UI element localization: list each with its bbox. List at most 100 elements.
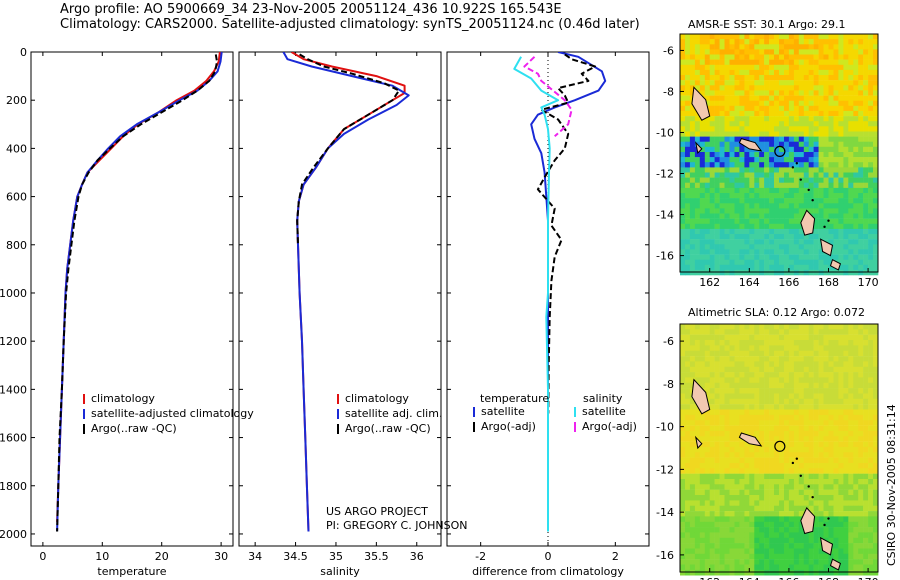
sla-ytick-label: -6 xyxy=(663,335,674,348)
figure-title-line2: Climatology: CARS2000. Satellite-adjuste… xyxy=(60,17,640,32)
sst-islet xyxy=(811,198,814,202)
sst-ytick-label: -12 xyxy=(656,168,674,181)
diff-series-magenta xyxy=(523,56,573,138)
sal-xtick-label: 34 xyxy=(248,550,262,563)
sla-islet xyxy=(827,517,830,520)
sal-legend-label: climatology xyxy=(345,392,409,405)
diff-legend-label: Argo(-adj) xyxy=(481,420,536,433)
sal-legend-label: satellite adj. clim. xyxy=(345,407,442,420)
sla-xtick-label: 162 xyxy=(699,576,720,580)
sla-island xyxy=(800,507,816,535)
sst-islet xyxy=(799,178,802,181)
figure-title-line1: Argo profile: AO 5900669_34 23-Nov-2005 … xyxy=(60,2,562,17)
sst-ytick-label: -6 xyxy=(663,44,674,57)
depth-tick-label: 200 xyxy=(6,94,27,107)
temp-xtick-label: 10 xyxy=(95,550,109,563)
credit-pi: PI: GREGORY C. JOHNSON xyxy=(326,519,468,532)
sst-xtick-label: 162 xyxy=(699,276,720,289)
diff-series-black xyxy=(536,53,597,414)
sal-axes-box xyxy=(238,51,442,547)
sst-float-marker xyxy=(774,145,786,157)
diff-legend-label: Argo(-adj) xyxy=(582,420,637,433)
sst-islet xyxy=(791,166,795,169)
depth-tick-label: 400 xyxy=(6,142,27,155)
temp-series-blue xyxy=(56,52,223,532)
diff-legend-header-temp: temperature xyxy=(480,392,549,405)
sst-map: 162 164 166 168 170 -6 -8 -10 -12 -14 -16 xyxy=(656,33,879,289)
depth-tick-label: 1400 xyxy=(0,383,27,396)
temp-series-black xyxy=(56,54,218,532)
sal-series-blue xyxy=(282,52,410,532)
sst-island xyxy=(694,141,703,155)
sla-island xyxy=(691,378,711,415)
depth-tick-label: 2000 xyxy=(0,528,27,541)
diff-xtick-label: -2 xyxy=(475,550,486,563)
sla-xtick-label: 168 xyxy=(818,576,839,580)
temp-panel: 0 10 20 30 0 200 400 600 800 1000 1200 1400 1600 1800… xyxy=(0,46,234,578)
sla-islet xyxy=(795,457,799,460)
diff-xtick-label: 0 xyxy=(545,550,552,563)
sal-xtick-label: 36 xyxy=(410,550,424,563)
sla-island xyxy=(694,435,703,450)
depth-tick-label: 800 xyxy=(6,239,27,252)
sst-ytick-label: -8 xyxy=(663,85,674,98)
sla-ytick-label: -16 xyxy=(656,549,674,562)
sla-ytick-label: -14 xyxy=(656,506,674,519)
sst-island xyxy=(738,138,763,152)
timestamp-label: CSIRO 30-Nov-2005 08:31:14 xyxy=(885,404,898,566)
sst-map-frame xyxy=(679,33,879,273)
sla-island xyxy=(829,558,841,571)
depth-tick-label: 1600 xyxy=(0,432,27,445)
depth-tick-label: 1000 xyxy=(0,287,27,300)
sla-ytick-label: -8 xyxy=(663,378,674,391)
temp-xtick-label: 30 xyxy=(214,550,228,563)
temp-axes-box xyxy=(30,51,234,547)
diff-panel: -2 0 2 difference from climatology xyxy=(446,51,650,578)
sst-map-title: AMSR-E SST: 30.1 Argo: 29.1 xyxy=(688,18,846,31)
sst-island xyxy=(691,86,711,121)
sst-map-cells xyxy=(680,34,879,276)
sla-xtick-label: 170 xyxy=(858,576,879,580)
sla-islet xyxy=(811,495,814,499)
sst-ytick-label: -14 xyxy=(656,209,674,222)
sla-map-title: Altimetric SLA: 0.12 Argo: 0.072 xyxy=(688,306,866,319)
sla-islet xyxy=(807,485,810,488)
sal-xtick-label: 35.5 xyxy=(364,550,389,563)
sal-series-black xyxy=(296,53,400,245)
sla-float-marker xyxy=(774,440,786,452)
temp-xlabel: temperature xyxy=(97,565,166,578)
sst-islet xyxy=(823,225,826,229)
sst-islet xyxy=(827,219,830,222)
sal-xtick-label: 35 xyxy=(329,550,343,563)
sst-xtick-label: 164 xyxy=(739,276,760,289)
sla-island xyxy=(738,432,763,447)
sst-island xyxy=(819,238,834,257)
temp-legend-label: climatology xyxy=(91,392,155,405)
depth-tick-label: 1800 xyxy=(0,480,27,493)
sal-series-red xyxy=(290,52,406,532)
credit-project: US ARGO PROJECT xyxy=(326,505,428,518)
temp-legend-label: Argo(..raw -QC) xyxy=(91,422,177,435)
diff-xtick-label: 2 xyxy=(612,550,619,563)
diff-legend-label: satellite xyxy=(582,405,626,418)
sst-island xyxy=(800,209,816,236)
sla-islet xyxy=(823,523,826,527)
sst-ytick-label: -10 xyxy=(656,126,674,139)
sla-island xyxy=(819,536,834,556)
sla-map-cells xyxy=(680,324,879,576)
sst-islet xyxy=(807,188,810,192)
sla-xtick-label: 166 xyxy=(778,576,799,580)
depth-tick-label: 1200 xyxy=(0,335,27,348)
sla-map-frame xyxy=(679,323,879,573)
sal-xlabel: salinity xyxy=(320,565,360,578)
sst-islet xyxy=(795,162,799,165)
sal-legend-label: Argo(..raw -QC) xyxy=(345,422,431,435)
depth-tick-label: 0 xyxy=(20,46,27,59)
temp-xtick-label: 20 xyxy=(155,550,169,563)
sst-ytick-label: -16 xyxy=(656,250,674,263)
sla-xtick-label: 164 xyxy=(739,576,760,580)
depth-tick-label: 600 xyxy=(6,191,27,204)
sla-islet xyxy=(791,461,795,465)
sst-xtick-label: 168 xyxy=(818,276,839,289)
